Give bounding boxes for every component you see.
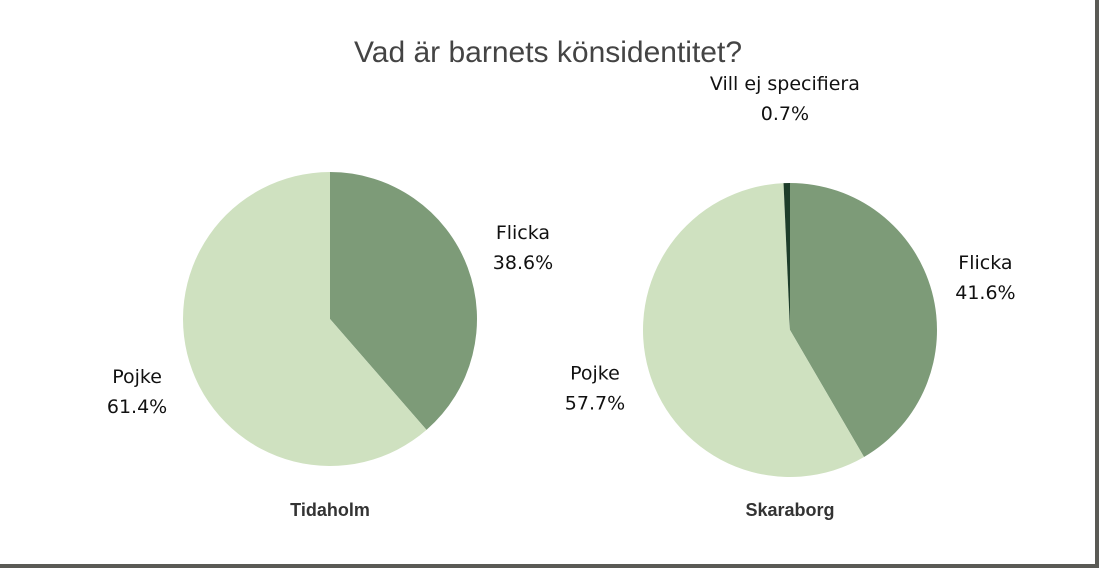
chart: Vad är barnets könsidentitet? Flicka 38.6… <box>0 0 1099 568</box>
chart-title: Vad är barnets könsidentitet? <box>354 36 742 69</box>
pie-title: Tidaholm <box>290 500 370 520</box>
slice-label: Flicka <box>496 222 550 244</box>
slice-label: Pojke <box>112 366 162 388</box>
slice-label: Vill ej specifiera <box>710 73 860 95</box>
slice-label: Pojke <box>570 362 620 384</box>
slice-value: 57.7% <box>565 392 625 414</box>
slice-value: 61.4% <box>107 396 167 418</box>
slice-value: 0.7% <box>761 103 809 125</box>
slice-value: 38.6% <box>493 252 553 274</box>
slice-label: Flicka <box>958 252 1012 274</box>
pie-title: Skaraborg <box>745 500 834 520</box>
card <box>0 0 1095 564</box>
slice-value: 41.6% <box>955 282 1015 304</box>
